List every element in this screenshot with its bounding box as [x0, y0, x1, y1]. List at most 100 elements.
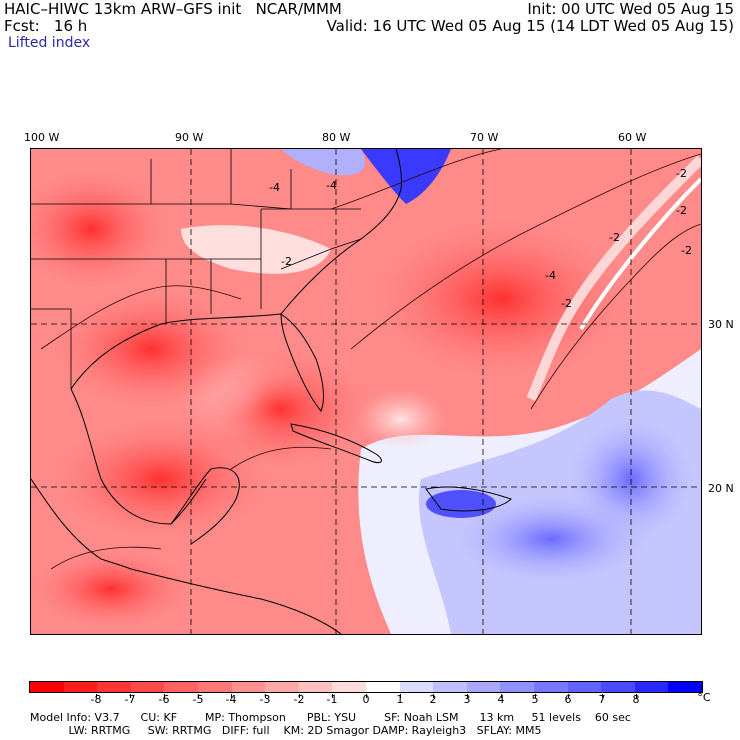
colorbar-label: -4	[225, 693, 237, 706]
colorbar-label: 5	[531, 693, 539, 706]
colorbar-segment	[197, 682, 232, 692]
field-red-atlantic	[371, 219, 631, 379]
field-red-mexico	[51, 419, 271, 539]
colorbar-tick	[164, 694, 165, 698]
field-pink-bahamas	[356, 389, 446, 449]
colorbar-segment	[231, 682, 266, 692]
colorbar	[29, 681, 703, 693]
contour-label: -2	[681, 244, 692, 257]
field-stripe-atlantic	[526, 155, 701, 402]
state-boundaries	[31, 149, 362, 389]
field-red-pacific	[31, 549, 191, 629]
lifted-index-map: -2 -2 -2 -2 -2 -4 -2 -4 -4	[30, 148, 702, 635]
colorbar-segment	[668, 682, 702, 692]
colorbar-tick	[198, 694, 199, 698]
colorbar-segment	[601, 682, 635, 692]
contour-label: -4	[545, 269, 556, 282]
colorbar-segment	[634, 682, 669, 692]
lon-label-100w: 100 W	[24, 131, 60, 144]
map-canvas: -2 -2 -2 -2 -2 -4 -2 -4 -4	[31, 149, 701, 634]
colorbar-tick	[433, 694, 434, 698]
colorbar-label: 4	[497, 693, 505, 706]
lat-label-20n: 20 N	[708, 482, 734, 495]
contour-label: -2	[609, 231, 620, 244]
colorbar-segment	[298, 682, 333, 692]
colorbar-segment	[433, 682, 467, 692]
lat-lon-grid	[31, 149, 701, 634]
coast-mexico	[70, 388, 207, 525]
colorbar-tick	[636, 694, 637, 698]
colorbar-tick	[299, 694, 300, 698]
contour-label: -2	[561, 297, 572, 310]
colorbar-tick	[535, 694, 536, 698]
colorbar-segment	[265, 682, 299, 692]
colorbar-segment	[130, 682, 165, 692]
colorbar-tick	[265, 694, 266, 698]
lon-label-70w: 70 W	[470, 131, 499, 144]
colorbar-tick	[130, 694, 131, 698]
coast-yucatan	[170, 467, 240, 545]
coast-florida	[280, 313, 324, 412]
colorbar-tick	[96, 694, 97, 698]
colorbar-tick	[602, 694, 603, 698]
contour-label: -2	[676, 167, 687, 180]
contour-label: -2	[676, 204, 687, 217]
colorbar-segment	[365, 682, 400, 692]
colorbar-label: 7	[598, 693, 606, 706]
contour-label: -2	[281, 255, 292, 268]
colorbar-tick	[501, 694, 502, 698]
field-red-texas	[51, 289, 251, 409]
field-blue-northeast-2	[281, 149, 365, 176]
colorbar-segment	[567, 682, 602, 692]
colorbar-unit: °C	[697, 691, 711, 704]
lat-label-30n: 30 N	[708, 318, 734, 331]
colorbar-tick	[568, 694, 569, 698]
colorbar-segment	[533, 682, 568, 692]
colorbar-segment	[164, 682, 198, 692]
colorbar-tick	[400, 694, 401, 698]
colorbar-label: 8	[632, 693, 640, 706]
field-blue-core-south	[441, 489, 661, 589]
colorbar-segment	[466, 682, 501, 692]
lon-label-90w: 90 W	[175, 131, 204, 144]
colorbar-label: -8	[90, 693, 102, 706]
colorbar-label: 1	[396, 693, 404, 706]
colorbar-label: 0	[362, 693, 370, 706]
colorbar-tick	[231, 694, 232, 698]
field-name: Lifted index	[8, 35, 91, 51]
contour-label: -4	[326, 179, 337, 192]
colorbar-label: -7	[124, 693, 136, 706]
contour-lines	[40, 149, 701, 570]
field-stripe-atlantic-core	[579, 177, 701, 331]
coast-mexico-pacific	[31, 478, 132, 570]
colorbar-segment	[332, 682, 366, 692]
colorbar-label: -6	[158, 693, 170, 706]
coast-cuba	[290, 423, 382, 464]
colorbar-label: -5	[192, 693, 204, 706]
lon-label-80w: 80 W	[322, 131, 351, 144]
valid-time: Valid: 16 UTC Wed 05 Aug 15 (14 LDT Wed …	[326, 17, 734, 35]
forecast-hour: Fcst: 16 h	[4, 17, 88, 35]
model-info-line-2: LW: RRTMG SW: RRTMG DIFF: full KM: 2D Sm…	[30, 724, 542, 737]
model-info-line-1: Model Info: V3.7 CU: KF MP: Thompson PBL…	[30, 711, 631, 724]
colorbar-label: -2	[293, 693, 305, 706]
field-white-north	[181, 225, 331, 274]
colorbar-segment	[97, 682, 131, 692]
colorbar-label: -3	[259, 693, 271, 706]
colorbar-label: -1	[326, 693, 338, 706]
field-blue-northeast	[361, 149, 451, 204]
coast-central-america	[130, 568, 342, 634]
coast-hispaniola	[425, 486, 512, 512]
colorbar-segment	[63, 682, 98, 692]
colorbar-segment	[30, 682, 64, 692]
contour-label: -4	[269, 181, 280, 194]
colorbar-label: 3	[463, 693, 471, 706]
lon-label-60w: 60 W	[618, 131, 647, 144]
init-time: Init: 00 UTC Wed 05 Aug 15	[527, 0, 734, 18]
colorbar-segment	[399, 682, 434, 692]
model-title: HAIC–HIWC 13km ARW–GFS init NCAR/MMM	[4, 0, 342, 18]
colorbar-segment	[500, 682, 534, 692]
colorbar-tick	[366, 694, 367, 698]
colorbar-label: 6	[564, 693, 572, 706]
coast-us-east	[280, 149, 402, 315]
